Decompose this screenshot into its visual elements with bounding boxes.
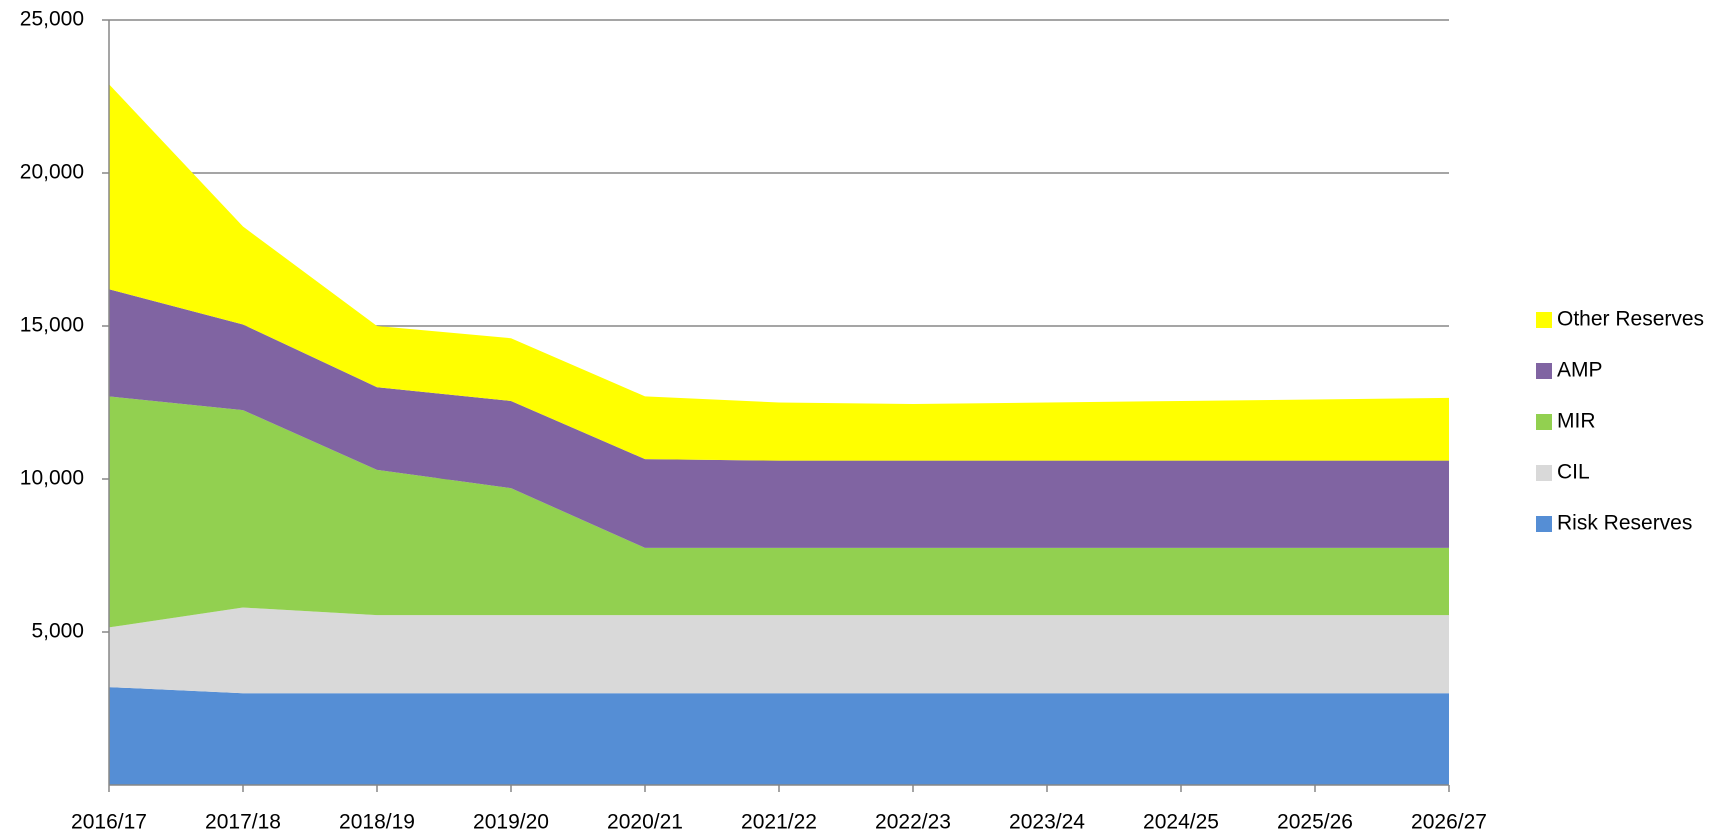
y-tick-label: 25,000 [20,8,84,31]
x-tick-label: 2017/18 [205,811,281,834]
x-tick-label: 2026/27 [1411,811,1487,834]
legend-label: AMP [1557,359,1603,382]
x-tick-label: 2018/19 [339,811,415,834]
legend-swatch [1536,363,1552,379]
x-tick-label: 2022/23 [875,811,951,834]
y-tick-label: 5,000 [31,620,84,643]
y-tick-label: 20,000 [20,161,84,184]
x-tick-label: 2025/26 [1277,811,1353,834]
area [109,84,1449,461]
axes: 5,000 10,000 15,000 20,000 25,000 2016/17 2017… [20,8,1487,834]
x-tick-label: 2019/20 [473,811,549,834]
area [109,289,1449,548]
legend-label: MIR [1557,410,1596,433]
legend-swatch [1536,516,1552,532]
x-tick-label: 2020/21 [607,811,683,834]
legend-swatch [1536,465,1552,481]
area [109,687,1449,785]
area [109,607,1449,694]
area [109,396,1449,628]
y-tick-label: 15,000 [20,314,84,337]
legend-swatch [1536,414,1552,430]
x-tick-label: 2016/17 [71,811,147,834]
y-tick-label: 10,000 [20,467,84,490]
legend-swatch [1536,312,1552,328]
x-tick-label: 2021/22 [741,811,817,834]
areas [109,84,1449,785]
legend-label: CIL [1557,461,1590,484]
legend-label: Other Reserves [1557,308,1704,331]
legend-label: Risk Reserves [1557,512,1692,535]
x-tick-label: 2024/25 [1143,811,1219,834]
legend: Other Reserves AMP MIR CIL Risk Reserves [1536,308,1704,535]
x-tick-label: 2023/24 [1009,811,1085,834]
